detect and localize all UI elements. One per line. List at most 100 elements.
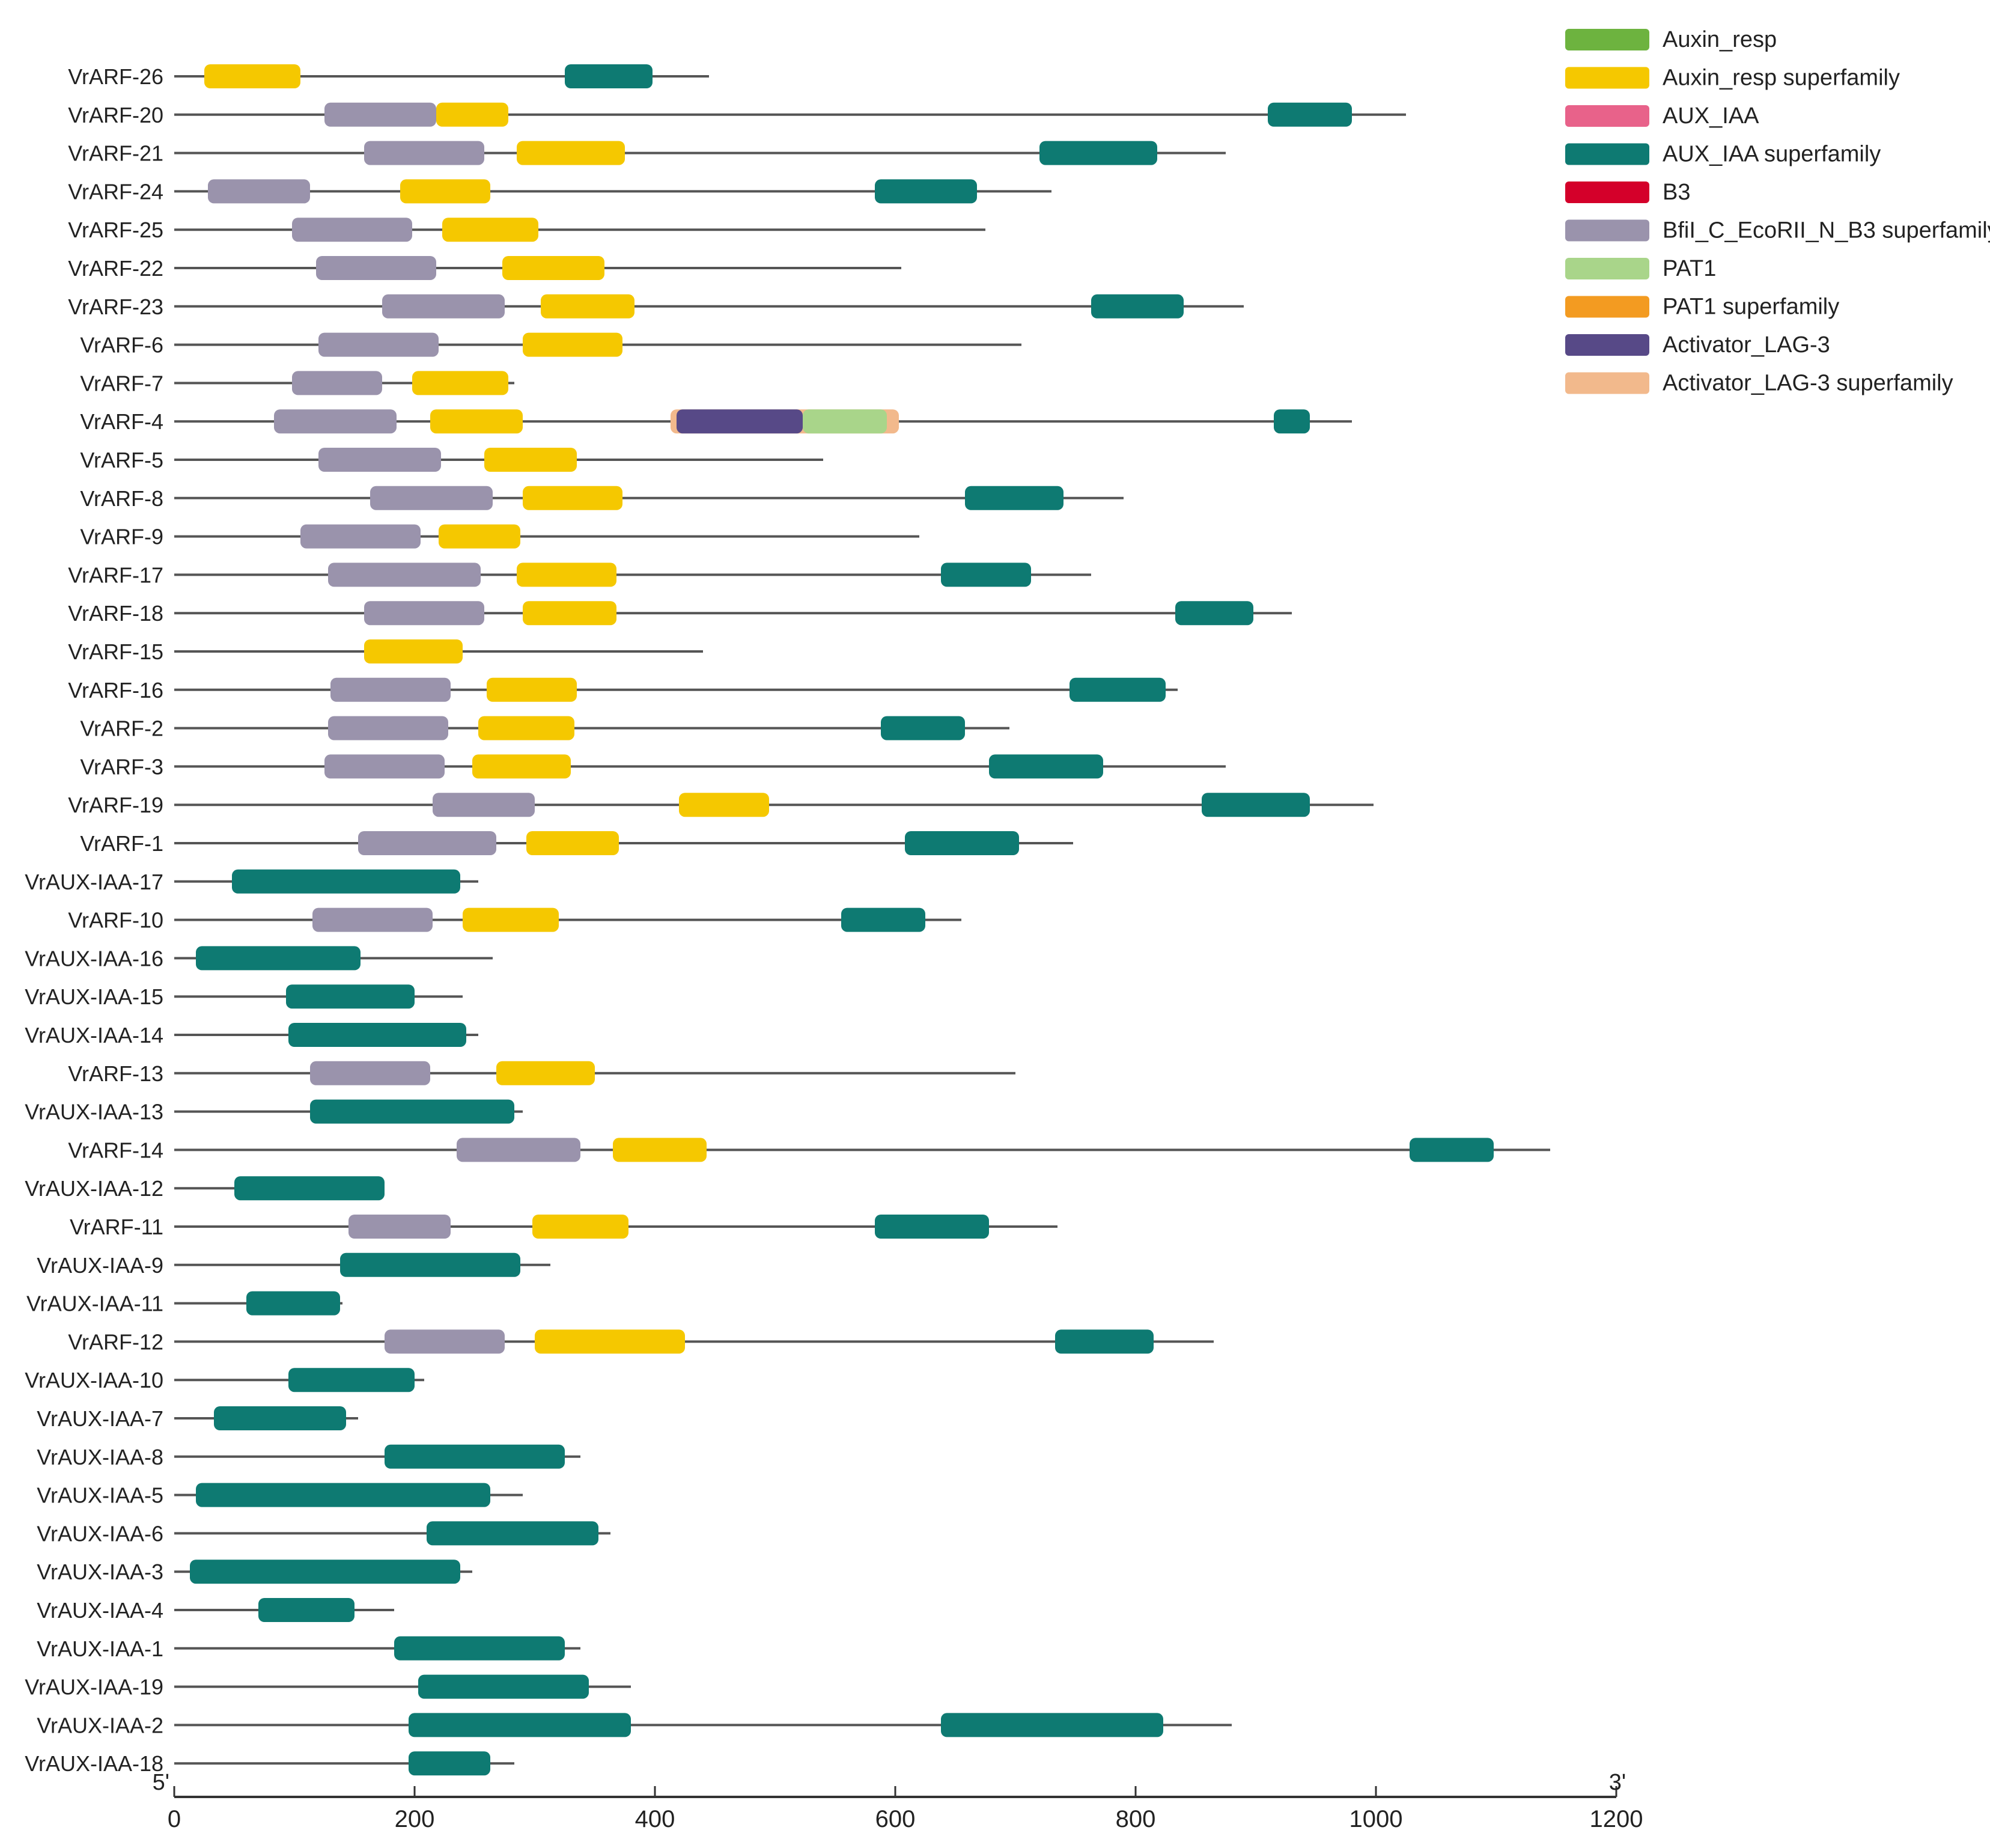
gene-label: VrAUX-IAA-3 bbox=[37, 1560, 163, 1584]
gene-row: VrAUX-IAA-14 bbox=[25, 1023, 478, 1048]
gene-label: VrARF-8 bbox=[80, 486, 163, 511]
domain-box bbox=[1070, 677, 1166, 702]
domain-box bbox=[905, 831, 1019, 855]
gene-row: VrARF-24 bbox=[68, 179, 1051, 204]
domain-box bbox=[523, 486, 622, 510]
gene-label: VrAUX-IAA-16 bbox=[25, 946, 163, 971]
gene-row: VrARF-3 bbox=[80, 754, 1226, 779]
domain-box bbox=[1055, 1329, 1154, 1354]
legend-item: Auxin_resp bbox=[1565, 27, 1777, 52]
gene-label: VrARF-22 bbox=[68, 256, 163, 281]
domain-box bbox=[523, 601, 616, 626]
domain-box bbox=[409, 1751, 490, 1776]
domain-box bbox=[234, 1176, 385, 1201]
domain-box bbox=[803, 409, 887, 434]
gene-label: VrARF-10 bbox=[68, 908, 163, 933]
gene-row: VrARF-5 bbox=[80, 448, 823, 472]
gene-label: VrARF-15 bbox=[68, 639, 163, 664]
domain-box bbox=[364, 639, 463, 663]
gene-row: VrAUX-IAA-15 bbox=[25, 984, 463, 1009]
domain-box bbox=[487, 677, 577, 702]
legend-swatch bbox=[1565, 334, 1649, 356]
legend-item: BfiI_C_EcoRII_N_B3 superfamily bbox=[1565, 218, 1990, 243]
gene-label: VrAUX-IAA-10 bbox=[25, 1368, 163, 1392]
gene-row: VrARF-11 bbox=[70, 1215, 1057, 1239]
gene-label: VrARF-26 bbox=[68, 64, 163, 89]
legend-label: PAT1 superfamily bbox=[1663, 294, 1839, 320]
gene-row: VrAUX-IAA-11 bbox=[26, 1291, 342, 1316]
legend-item: Auxin_resp superfamily bbox=[1565, 66, 1900, 91]
gene-row: VrARF-25 bbox=[68, 218, 985, 242]
domain-box bbox=[517, 141, 625, 165]
legend-swatch bbox=[1565, 181, 1649, 203]
gene-row: VrAUX-IAA-4 bbox=[37, 1598, 394, 1623]
gene-label: VrARF-13 bbox=[68, 1061, 163, 1086]
domain-box bbox=[418, 1674, 589, 1699]
gene-label: VrARF-23 bbox=[68, 294, 163, 319]
five-prime-label: 5' bbox=[153, 1770, 169, 1795]
gene-row: VrARF-8 bbox=[80, 486, 1124, 511]
legend-swatch bbox=[1565, 258, 1649, 279]
gene-label: VrARF-1 bbox=[80, 831, 163, 856]
x-tick-label: 400 bbox=[635, 1806, 675, 1832]
domain-box bbox=[274, 409, 397, 434]
legend-item: B3 bbox=[1565, 180, 1690, 205]
x-tick-label: 200 bbox=[395, 1806, 435, 1832]
x-tick-label: 1200 bbox=[1590, 1806, 1643, 1832]
domain-box bbox=[677, 409, 803, 434]
domain-box bbox=[385, 1444, 565, 1469]
domain-box bbox=[232, 869, 460, 894]
domain-box bbox=[312, 907, 433, 932]
domain-box bbox=[535, 1329, 685, 1354]
gene-label: VrAUX-IAA-14 bbox=[25, 1023, 163, 1048]
legend-swatch bbox=[1565, 219, 1649, 242]
domain-box bbox=[330, 677, 451, 702]
gene-label: VrARF-2 bbox=[80, 716, 163, 741]
domain-box bbox=[409, 1713, 631, 1737]
x-tick-label: 0 bbox=[168, 1806, 181, 1832]
legend-label: Auxin_resp bbox=[1663, 27, 1777, 52]
x-tick-label: 800 bbox=[1116, 1806, 1156, 1832]
domain-box bbox=[436, 102, 508, 127]
domain-box bbox=[370, 486, 493, 510]
gene-row: VrARF-14 bbox=[68, 1138, 1550, 1162]
domain-box bbox=[385, 1329, 505, 1354]
gene-label: VrARF-24 bbox=[68, 179, 163, 204]
domain-box bbox=[941, 563, 1031, 587]
domain-box bbox=[427, 1521, 598, 1546]
domain-box bbox=[324, 754, 445, 779]
gene-row: VrAUX-IAA-19 bbox=[25, 1674, 631, 1700]
domain-box bbox=[1202, 793, 1310, 817]
gene-row: VrAUX-IAA-9 bbox=[37, 1252, 550, 1278]
domain-box bbox=[941, 1713, 1163, 1737]
gene-label: VrARF-18 bbox=[68, 601, 163, 626]
domain-box bbox=[286, 984, 415, 1009]
gene-row: VrAUX-IAA-3 bbox=[37, 1560, 472, 1584]
legend-swatch bbox=[1565, 29, 1649, 50]
domain-box bbox=[1039, 141, 1157, 165]
domain-box bbox=[310, 1099, 514, 1124]
legend-label: Auxin_resp superfamily bbox=[1663, 66, 1900, 91]
domain-box bbox=[496, 1061, 595, 1085]
domain-box bbox=[348, 1215, 451, 1239]
legend-label: B3 bbox=[1663, 180, 1690, 205]
gene-label: VrAUX-IAA-6 bbox=[37, 1521, 163, 1546]
x-tick-label: 600 bbox=[875, 1806, 916, 1832]
domain-box bbox=[288, 1368, 415, 1392]
domain-box bbox=[204, 64, 300, 88]
domain-box bbox=[246, 1291, 340, 1316]
gene-label: VrARF-17 bbox=[68, 563, 163, 587]
gene-row: VrARF-1 bbox=[80, 831, 1073, 856]
gene-row: VrAUX-IAA-6 bbox=[37, 1521, 610, 1546]
domain-box bbox=[292, 218, 412, 242]
legend-item: AUX_IAA superfamily bbox=[1565, 142, 1881, 167]
gene-label: VrARF-20 bbox=[68, 103, 163, 127]
gene-row: VrARF-18 bbox=[68, 601, 1292, 626]
domain-box bbox=[517, 563, 616, 587]
legend-swatch bbox=[1565, 296, 1649, 318]
gene-label: VrARF-19 bbox=[68, 793, 163, 817]
domain-box bbox=[541, 294, 634, 319]
legend-item: AUX_IAA bbox=[1565, 103, 1759, 129]
legend-item: Activator_LAG-3 bbox=[1565, 332, 1830, 358]
